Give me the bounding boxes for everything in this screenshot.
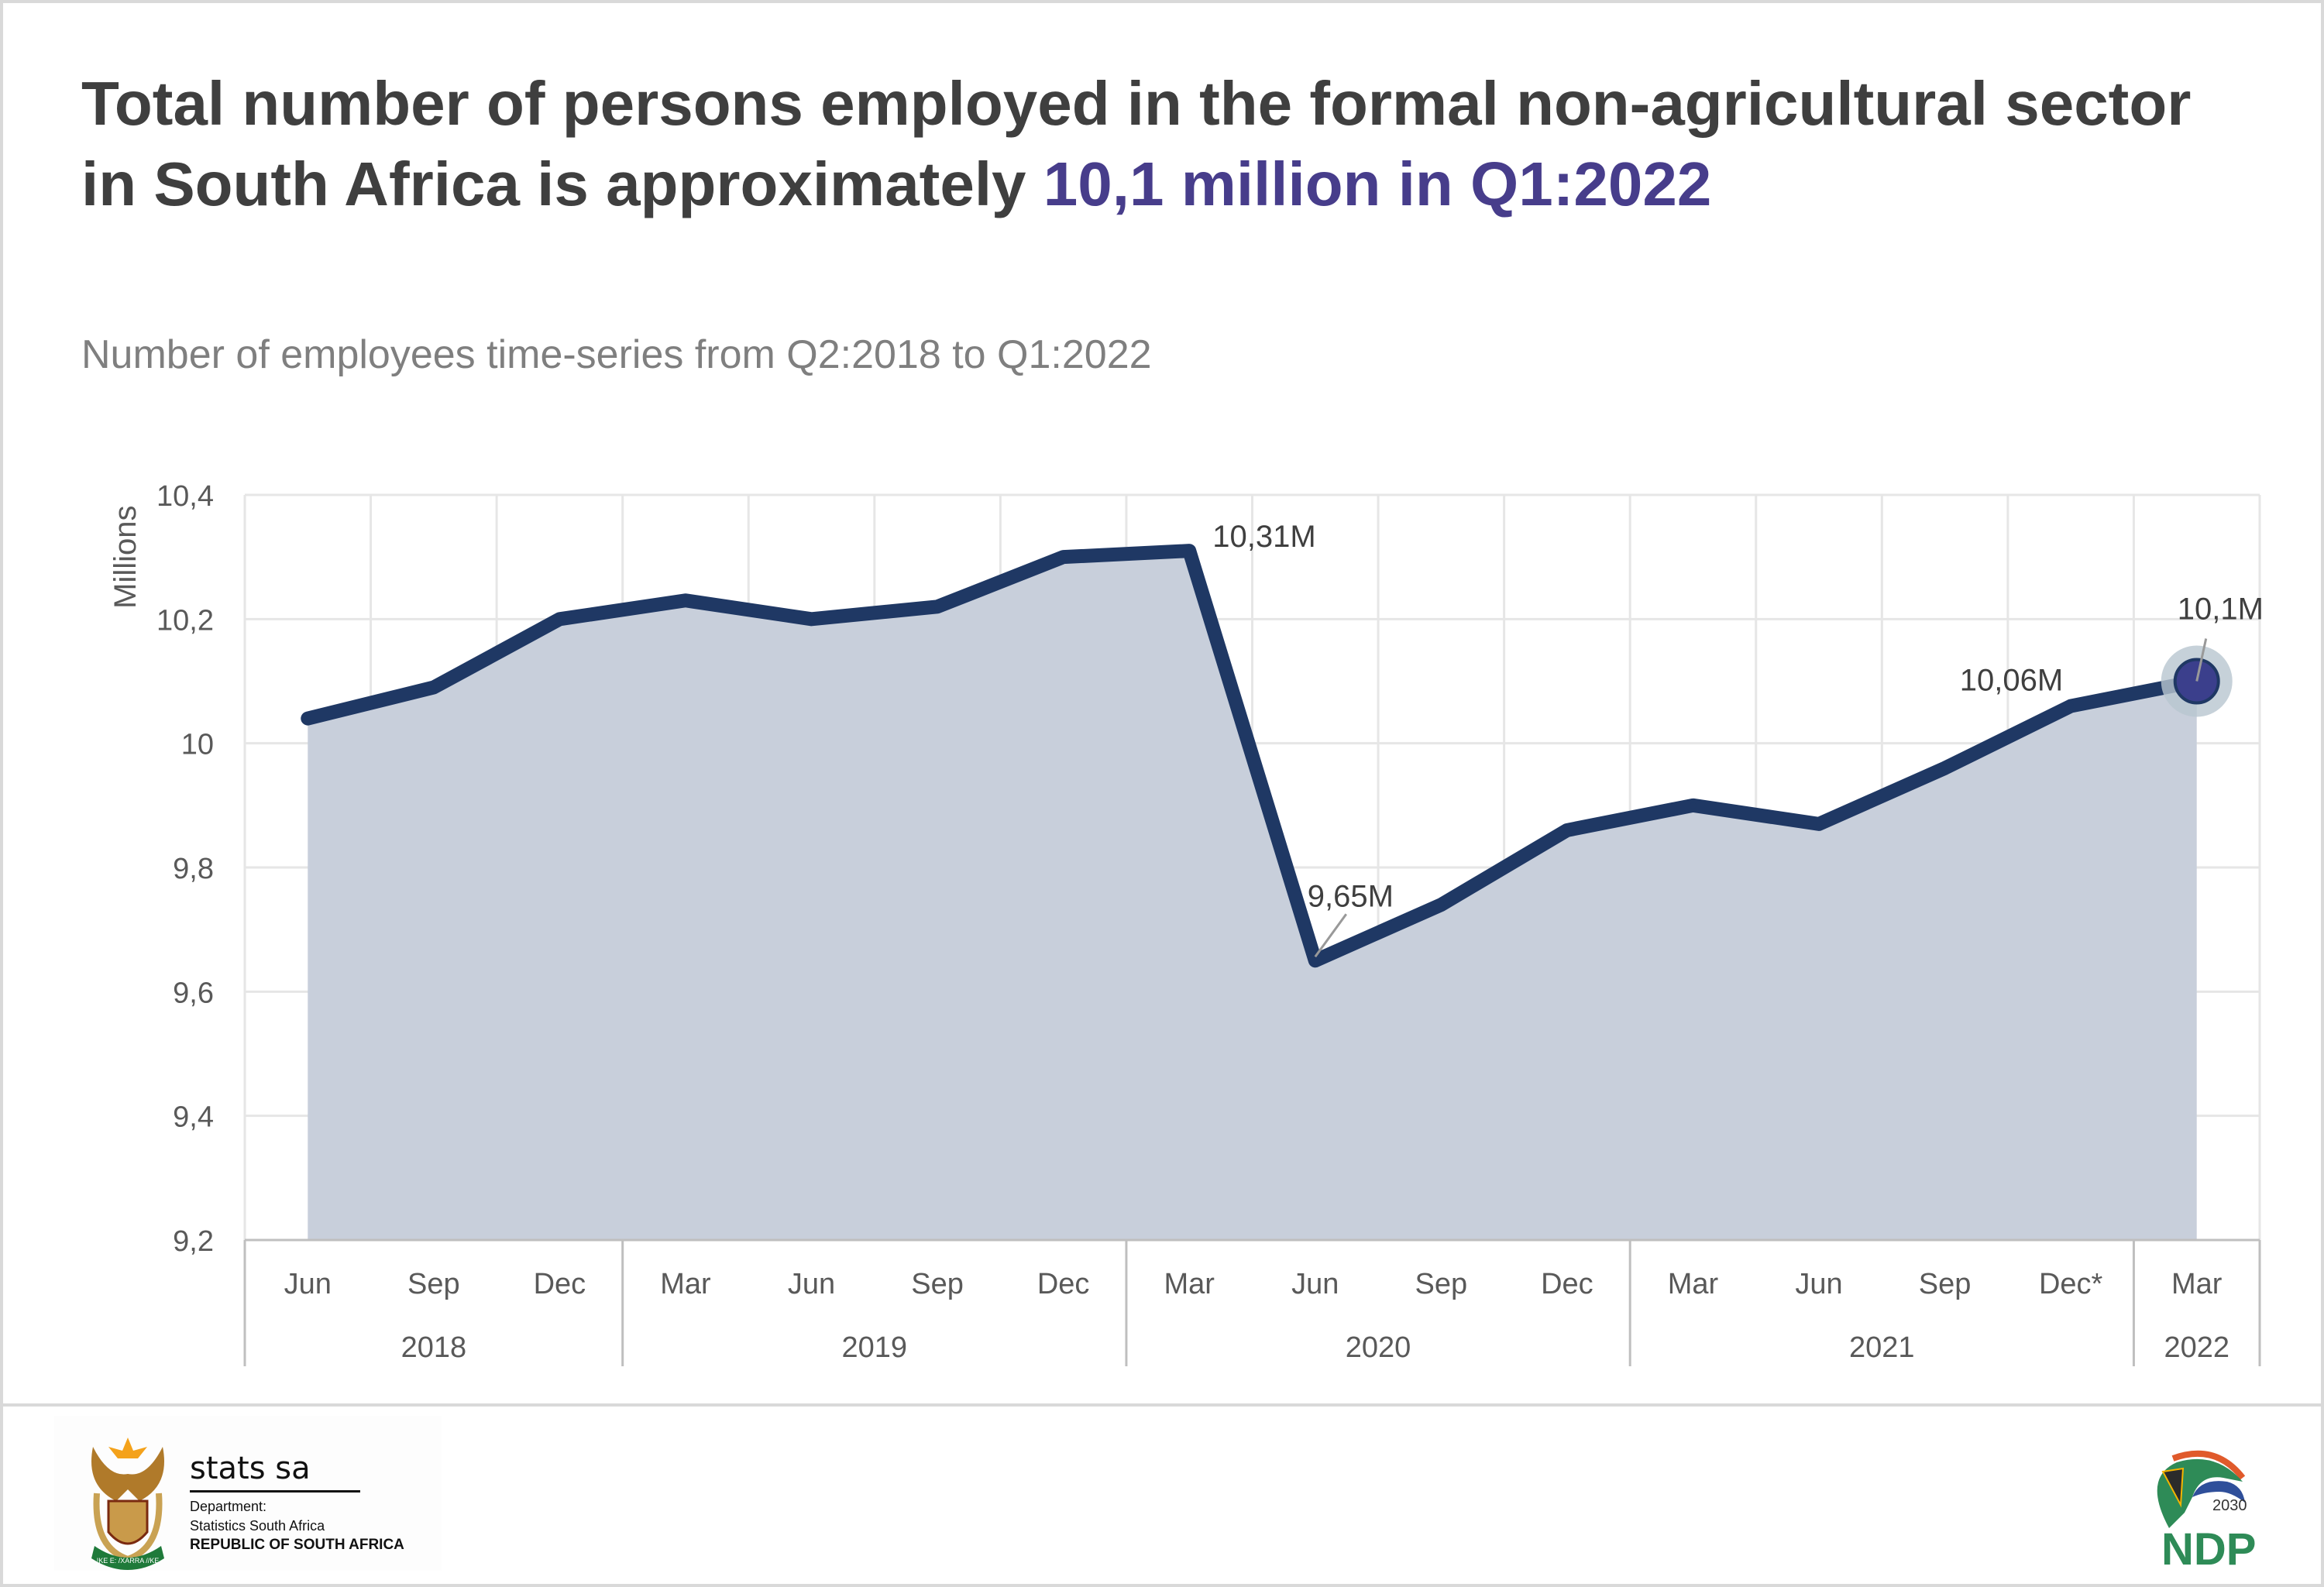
year-label: 2019 [842, 1331, 908, 1364]
data-point [808, 616, 815, 623]
x-tick-label: Mar [1164, 1268, 1215, 1300]
x-tick-label: Mar [2171, 1268, 2223, 1300]
x-tick-label: Dec [1541, 1268, 1593, 1300]
ndp-name: NDP [2161, 1524, 2256, 1571]
data-label: 10,1M [2178, 593, 2264, 627]
data-point [1438, 902, 1445, 909]
x-tick-label: Jun [1291, 1268, 1339, 1300]
coat-of-arms-motto: !KE E: /XARRA //KE [97, 1557, 160, 1565]
data-label: 10,31M [1212, 520, 1315, 554]
data-label: 10,06M [1960, 664, 2063, 698]
data-point [1816, 820, 1823, 827]
data-point [2068, 702, 2075, 709]
series-line [301, 544, 2204, 968]
data-point [1060, 554, 1067, 561]
x-tick-label: Sep [1919, 1268, 1972, 1300]
annotation-leader [1314, 913, 1347, 958]
y-tick-label: 9,8 [173, 853, 214, 885]
year-label: 2020 [1346, 1331, 1411, 1364]
title-text: Total number of persons employed in the … [81, 69, 2192, 218]
x-tick-label: Jun [1795, 1268, 1842, 1300]
x-tick-label: Jun [788, 1268, 835, 1300]
area-fill [308, 551, 2197, 1240]
data-point [934, 603, 941, 610]
x-tick-label: Sep [1415, 1268, 1468, 1300]
year-label: 2022 [2164, 1331, 2229, 1364]
y-tick-label: 10 [181, 729, 214, 761]
x-tick-label: Sep [407, 1268, 460, 1300]
data-point [1186, 548, 1193, 555]
y-tick-label: 9,2 [173, 1225, 214, 1258]
data-point [1690, 802, 1697, 809]
dept-line-1: Department: [190, 1499, 267, 1514]
x-tick-label: Sep [911, 1268, 964, 1300]
coat-of-arms-icon: !KE E: /XARRA //KE [91, 1438, 164, 1570]
data-point [1563, 826, 1570, 833]
y-tick-label: 10,2 [156, 604, 214, 637]
y-tick-label: 10,4 [156, 480, 214, 513]
x-tick-label: Jun [284, 1268, 332, 1300]
stats-rule [190, 1490, 360, 1493]
page-title: Total number of persons employed in the … [81, 64, 2250, 225]
employment-line-chart: 9,2 9,4 9,6 9,8 10 10,2 10,4 Millions 10,31M 9,65… [108, 480, 2264, 1366]
x-tick-label: Mar [660, 1268, 711, 1300]
data-point [1941, 764, 1948, 771]
footer-divider [3, 1403, 2321, 1407]
y-axis-label: Millions [108, 505, 143, 608]
x-tick-label: Mar [1668, 1268, 1719, 1300]
dept-line-3: REPUBLIC OF SOUTH AFRICA [190, 1537, 404, 1553]
x-tick-label: Dec [534, 1268, 586, 1300]
data-label: 9,65M [1308, 879, 1394, 913]
dept-line-2: Statistics South Africa [190, 1518, 325, 1534]
data-point [430, 684, 437, 691]
ndp-year: 2030 [2212, 1497, 2247, 1514]
chart-subtitle: Number of employees time-series from Q2:… [81, 332, 1152, 377]
x-tick-label: Dec [1037, 1268, 1090, 1300]
data-point [1312, 957, 1318, 964]
ndp-2030-logo: 2030 NDP [2146, 1447, 2262, 1575]
year-label: 2018 [401, 1331, 467, 1364]
title-highlight: 10,1 million in Q1:2022 [1043, 149, 1712, 218]
ndp-flag-icon: 2030 NDP [2157, 1450, 2256, 1575]
data-point [556, 616, 563, 623]
stats-sa-logo: !KE E: /XARRA //KE stats sa Department: … [54, 1416, 442, 1571]
data-point [682, 597, 689, 604]
year-label: 2021 [1849, 1331, 1915, 1364]
stats-sa-name: stats sa [190, 1451, 311, 1486]
y-tick-label: 9,6 [173, 977, 214, 1009]
y-tick-label: 9,4 [173, 1101, 214, 1134]
x-tick-label: Dec* [2039, 1268, 2103, 1300]
annotation-leader [2195, 638, 2208, 682]
data-point [304, 715, 311, 722]
